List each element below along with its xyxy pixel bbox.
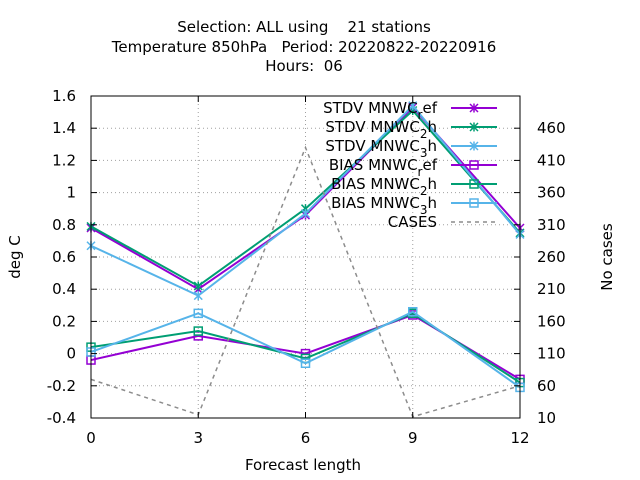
legend-entry: STDV MNWC3h xyxy=(325,137,497,160)
y-tick-label: 1 xyxy=(66,184,76,202)
square-marker xyxy=(469,160,479,170)
y2-tick-label: 210 xyxy=(537,280,566,298)
legend-label: STDV MNWCref xyxy=(323,99,438,122)
square-marker xyxy=(193,326,203,336)
legend-label: STDV MNWC2h xyxy=(325,118,437,141)
legend-label: BIAS MNWC2h xyxy=(331,175,437,198)
y2-tick-label: 160 xyxy=(537,312,566,330)
title-line-2: Temperature 850hPa Period: 20220822-2022… xyxy=(111,38,497,56)
cross-marker xyxy=(469,103,479,113)
y2-tick-label: 360 xyxy=(537,184,566,202)
legend-entry: STDV MNWC2h xyxy=(325,118,497,141)
square-marker xyxy=(193,308,203,319)
y2-axis-label: No cases xyxy=(598,223,616,291)
y-tick-label: 0.4 xyxy=(52,280,76,298)
series-layer xyxy=(86,101,525,418)
y2-tick-label: 110 xyxy=(537,345,566,363)
y-tick-label: 1.6 xyxy=(52,87,76,105)
square-marker xyxy=(300,358,311,369)
y2-tick-label: 10 xyxy=(537,409,556,427)
series-6 xyxy=(90,145,521,418)
legend-entry: BIAS MNWCref xyxy=(329,156,497,179)
legend-entry: CASES xyxy=(388,213,497,231)
title-line-3: Hours: 06 xyxy=(265,57,343,75)
title-line-1: Selection: ALL using 21 stations xyxy=(177,18,431,36)
square-marker xyxy=(469,179,479,189)
y-tick-label: 0 xyxy=(66,345,76,363)
series-0 xyxy=(86,102,525,294)
chart-title: Selection: ALL using 21 stations Tempera… xyxy=(111,18,497,75)
y-tick-label: 0.2 xyxy=(52,312,76,330)
legend-label: BIAS MNWC3h xyxy=(331,194,437,217)
y-tick-label: -0.4 xyxy=(47,409,76,427)
legend-entry: BIAS MNWC2h xyxy=(331,175,497,198)
legend-label: STDV MNWC3h xyxy=(325,137,437,160)
x-tick-label: 6 xyxy=(301,429,311,447)
x-tick-label: 3 xyxy=(193,429,203,447)
legend-entry: STDV MNWCref xyxy=(323,99,497,122)
y-tick-label: 0.6 xyxy=(52,248,76,266)
series-line xyxy=(90,145,521,418)
x-tick-label: 12 xyxy=(510,429,529,447)
cross-marker xyxy=(469,122,479,132)
cross-marker xyxy=(193,291,203,301)
legend-label: CASES xyxy=(388,213,437,231)
square-marker xyxy=(469,198,479,208)
y-axis-label: deg C xyxy=(6,235,24,279)
y2-tick-label: 60 xyxy=(537,377,556,395)
y-tick-label: 1.4 xyxy=(52,119,76,137)
y-tick-label: 1.2 xyxy=(52,151,76,169)
cross-marker xyxy=(408,101,418,111)
cross-marker xyxy=(300,208,311,219)
square-marker xyxy=(408,306,418,317)
legend-label: BIAS MNWCref xyxy=(329,156,438,179)
grid xyxy=(91,96,520,418)
x-axis-label: Forecast length xyxy=(245,456,361,474)
y-tick-label: -0.2 xyxy=(47,377,76,395)
x-tick-label: 0 xyxy=(86,429,96,447)
y-tick-label: 0.8 xyxy=(52,216,76,234)
x-tick-label: 9 xyxy=(408,429,418,447)
cross-marker xyxy=(193,281,203,291)
y2-tick-label: 260 xyxy=(537,248,566,266)
cross-marker xyxy=(469,141,479,151)
y2-tick-label: 410 xyxy=(537,151,566,169)
y2-tick-label: 460 xyxy=(537,119,566,137)
series-line xyxy=(90,310,521,389)
axis-ticks: 0 3 6 9 12 -0.4 -0.2 0 0.2 0.4 0.6 0.8 1 1.2 1.4 1.6 10 6… xyxy=(47,87,566,447)
legend-entry: BIAS MNWC3h xyxy=(331,194,497,217)
y2-tick-label: 310 xyxy=(537,216,566,234)
